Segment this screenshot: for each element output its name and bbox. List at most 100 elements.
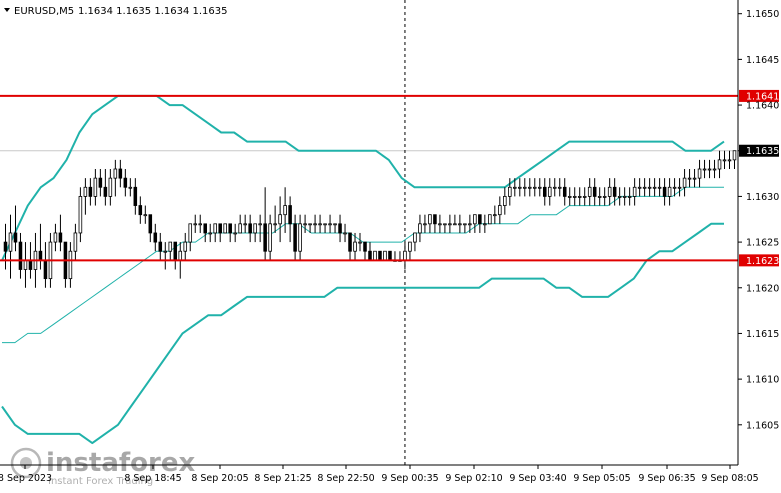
- candle: [498, 196, 502, 224]
- candle-body: [68, 250, 73, 280]
- candle-body: [378, 250, 382, 261]
- candle-body: [707, 168, 712, 171]
- candle-body: [163, 250, 168, 253]
- candle: [43, 242, 48, 288]
- candle: [712, 159, 717, 179]
- candle: [637, 178, 642, 197]
- candle-body: [448, 223, 452, 226]
- candle: [8, 214, 13, 279]
- price-axis: 1.1650 1.1645 1.1640 1.1635 1.1630 1.1625 1.16…: [737, 0, 779, 465]
- candle: [478, 214, 482, 233]
- candle-body: [473, 214, 477, 225]
- candle-body: [118, 168, 123, 179]
- candle-body: [582, 196, 587, 198]
- candle: [672, 178, 677, 197]
- candle: [677, 178, 682, 197]
- price-tick-label: 1.1610: [746, 375, 779, 386]
- candle-body: [88, 186, 93, 197]
- candle: [23, 242, 28, 288]
- candle-body: [453, 223, 457, 226]
- price-tick-label: 1.1640: [746, 101, 779, 112]
- candle-body: [83, 186, 88, 197]
- chart-header: EURUSD,M5 1.1634 1.1635 1.1634 1.1635: [4, 6, 228, 17]
- candle-body: [273, 223, 277, 226]
- candle-body: [183, 241, 188, 252]
- candle: [582, 187, 587, 206]
- candle-body: [178, 250, 183, 261]
- candle: [113, 159, 118, 197]
- candle-body: [637, 186, 642, 189]
- candle-body: [323, 223, 327, 226]
- candle: [348, 232, 352, 261]
- candle-body: [103, 186, 108, 197]
- candle: [13, 205, 18, 252]
- candle-body: [557, 186, 562, 189]
- time-tick-label: 8 Sep 2023: [0, 473, 52, 484]
- candle: [218, 223, 222, 243]
- price-tick-label: 1.1605: [746, 420, 779, 431]
- candle: [727, 150, 732, 170]
- candle: [523, 178, 527, 197]
- candle-body: [198, 223, 203, 226]
- candle: [428, 214, 432, 233]
- candle-body: [478, 214, 482, 225]
- candle-body: [592, 186, 597, 197]
- candle: [533, 178, 537, 197]
- candle-body: [717, 159, 722, 170]
- candle-body: [53, 232, 58, 243]
- candle-body: [418, 223, 422, 234]
- candle: [587, 178, 592, 206]
- candle: [198, 214, 203, 233]
- dropdown-triangle-icon: [4, 8, 10, 12]
- candle-body: [657, 186, 662, 189]
- candle: [168, 241, 173, 261]
- watermark-brand: instaforex: [46, 448, 196, 478]
- candle: [732, 150, 737, 170]
- price-tick-label: 1.1615: [746, 329, 779, 340]
- instaforex-logo-icon: [10, 447, 42, 479]
- candle: [518, 178, 522, 197]
- candle-body: [518, 186, 522, 189]
- candle-body: [13, 232, 18, 243]
- candle: [333, 223, 337, 233]
- time-tick-label: 8 Sep 22:50: [317, 473, 374, 484]
- candle-body: [652, 186, 657, 189]
- candle: [133, 178, 138, 215]
- candle-body: [622, 196, 627, 198]
- candle: [627, 187, 632, 206]
- candle-body: [93, 177, 98, 197]
- candle-body: [203, 223, 207, 234]
- candle: [528, 178, 532, 197]
- candle-body: [567, 196, 572, 198]
- candle-body: [128, 186, 133, 189]
- candle-body: [528, 186, 532, 189]
- candle-body: [642, 186, 647, 189]
- candle-body: [73, 232, 78, 252]
- candle: [493, 205, 497, 224]
- candle: [188, 223, 193, 252]
- candle: [83, 178, 88, 215]
- candle: [448, 214, 452, 233]
- candle: [577, 187, 582, 206]
- candle: [488, 214, 492, 225]
- candle-body: [383, 250, 387, 261]
- candle-body: [533, 186, 537, 189]
- candle: [308, 223, 312, 233]
- candle: [313, 214, 317, 233]
- bollinger-lower-band: [1, 222, 724, 445]
- time-tick-label: 8 Sep 18:45: [124, 473, 181, 484]
- candle-body: [228, 223, 232, 234]
- candle: [143, 205, 148, 224]
- candle-body: [283, 205, 287, 216]
- candle: [542, 178, 547, 206]
- time-tick-label: 9 Sep 08:05: [701, 473, 758, 484]
- candle: [303, 214, 307, 233]
- candle-body: [428, 214, 432, 225]
- candle: [557, 178, 562, 197]
- candle: [413, 232, 417, 252]
- candle: [602, 187, 607, 206]
- candle: [138, 196, 143, 224]
- candle: [323, 223, 327, 233]
